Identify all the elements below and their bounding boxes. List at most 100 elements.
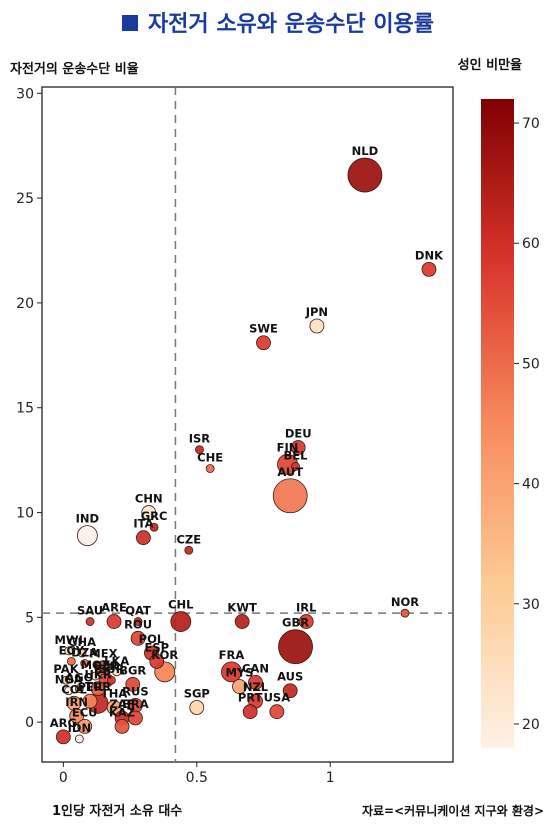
chart-title-text: 자전거 소유와 운송수단 이용률	[147, 12, 435, 37]
x-axis-label: 1인당 자전거 소유 대수	[52, 804, 183, 819]
y-tick-label: 20	[16, 296, 34, 312]
point-label-egy: EGY	[59, 643, 85, 657]
point-label-fin: FIN	[277, 440, 299, 454]
colorbar-tick-label: 30	[522, 597, 540, 613]
point-label-gbr: GBR	[282, 616, 309, 630]
point-label-bel: BEL	[284, 448, 309, 462]
colorbar-label: 성인 비만율	[457, 58, 522, 73]
point-label-nzl: NZL	[243, 680, 269, 694]
point-label-nga: NGA	[55, 673, 83, 687]
y-tick-label: 10	[16, 506, 34, 522]
colorbar-tick-label: 60	[522, 236, 540, 252]
point-idn	[74, 734, 84, 744]
point-label-sau: SAU	[77, 604, 103, 618]
point-label-idn: IDN	[68, 721, 91, 735]
point-irn	[69, 708, 85, 724]
y-axis-label: 자전거의 운송수단 비율	[10, 62, 139, 77]
colorbar-tick-label: 40	[522, 477, 540, 493]
point-chl	[170, 611, 192, 632]
point-label-qat: QAT	[125, 604, 151, 618]
point-label-moz: MOZ	[81, 658, 111, 672]
point-bgr	[125, 677, 141, 692]
y-tick-label: 30	[16, 86, 34, 102]
point-ukr	[90, 681, 106, 697]
colorbar-tick-label: 70	[522, 116, 540, 132]
title-square-icon	[121, 15, 138, 31]
y-tick-label: 25	[16, 191, 34, 207]
point-label-ago: AGO	[65, 671, 93, 685]
point-label-usa: USA	[264, 691, 291, 705]
point-label-isr: ISR	[189, 432, 211, 446]
point-label-are: ARE	[101, 601, 127, 615]
point-nga	[64, 686, 74, 696]
point-label-ita: ITA	[133, 517, 153, 531]
point-label-chl: CHL	[168, 598, 194, 612]
source-note: 자료=<커뮤니케이션 지구와 환경>	[361, 804, 544, 818]
point-ita	[136, 530, 151, 546]
point-irl	[298, 614, 314, 629]
point-label-ind: IND	[76, 512, 99, 526]
point-label-irn: IRN	[65, 695, 88, 709]
point-deu	[290, 440, 306, 455]
point-gha	[77, 648, 87, 658]
x-tick-label: 0.5	[186, 770, 208, 786]
point-label-jpn: JPN	[305, 305, 328, 319]
point-label-fra: FRA	[219, 648, 245, 662]
point-egy	[66, 656, 76, 666]
point-label-dza: DZA	[71, 645, 98, 659]
point-label-col: COL	[61, 682, 87, 696]
point-sur	[106, 675, 116, 685]
point-dza	[80, 659, 90, 668]
point-label-mex: MEX	[89, 647, 117, 661]
point-label-tur: TUR	[85, 679, 111, 693]
point-label-lka: LKA	[104, 654, 129, 668]
point-tha	[106, 700, 122, 715]
point-per	[82, 693, 98, 709]
point-label-ukr: UKR	[84, 668, 111, 682]
point-chn	[141, 505, 157, 520]
point-label-rou: ROU	[124, 617, 152, 631]
point-pak	[61, 675, 71, 685]
point-label-gha: GHA	[68, 635, 96, 649]
point-label-can: CAN	[242, 661, 269, 675]
point-dnk	[421, 261, 437, 277]
point-are	[106, 614, 122, 629]
point-label-kor: KOR	[151, 648, 178, 662]
point-isr	[195, 445, 204, 455]
point-prt	[242, 704, 258, 720]
point-label-che: CHE	[197, 451, 223, 465]
colorbar-tick-label: 20	[522, 717, 540, 733]
point-sgp	[189, 700, 205, 715]
point-sau	[85, 617, 95, 626]
point-aut	[272, 478, 308, 514]
x-tick-label: 1	[326, 770, 335, 786]
y-tick-label: 5	[25, 610, 34, 626]
point-usa	[269, 704, 285, 720]
point-label-sur: SUR	[98, 662, 125, 676]
point-qat	[133, 617, 143, 626]
colorbar-tick-label: 50	[522, 356, 540, 372]
point-swe	[256, 335, 271, 351]
point-label-aus: AUS	[277, 670, 303, 684]
point-label-pol: POL	[139, 632, 165, 646]
point-ecu	[77, 718, 93, 734]
colorbar	[481, 99, 514, 748]
point-label-nld: NLD	[352, 144, 379, 158]
point-label-zaf: ZAF	[110, 697, 135, 711]
point-cze	[184, 545, 194, 555]
point-kaz	[114, 718, 130, 734]
point-label-kwt: KWT	[227, 601, 257, 615]
point-label-mwi: MWI	[54, 633, 82, 647]
point-label-esp: ESP	[144, 640, 169, 654]
point-label-mys: MYS	[225, 666, 253, 680]
point-label-nor: NOR	[391, 595, 419, 609]
point-label-deu: DEU	[285, 427, 312, 441]
point-label-cze: CZE	[176, 532, 201, 546]
x-tick-label: 0	[59, 770, 68, 786]
point-kwt	[234, 614, 250, 629]
point-label-aut: AUT	[277, 465, 303, 479]
point-bra	[128, 710, 143, 726]
point-mwi	[64, 646, 74, 656]
point-che	[205, 464, 215, 473]
